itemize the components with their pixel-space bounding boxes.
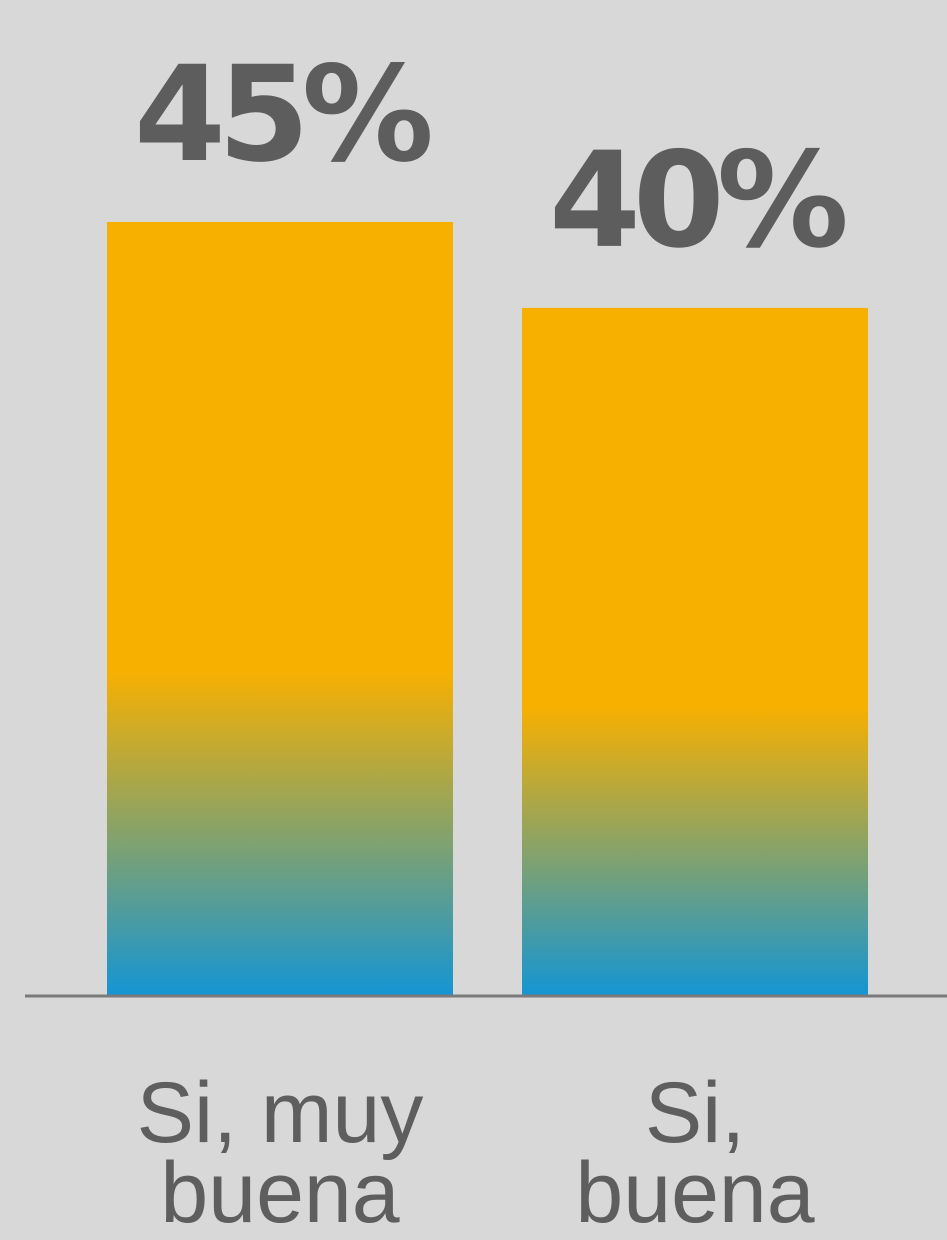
category-label-1-line-1: buena bbox=[575, 1145, 814, 1240]
category-label-0-line-0: Si, muy bbox=[137, 1065, 424, 1161]
value-label-1: 40% bbox=[549, 124, 846, 278]
bar-0 bbox=[107, 222, 453, 995]
category-label-1-line-0: Si, bbox=[645, 1065, 745, 1161]
value-label-0: 45% bbox=[134, 38, 431, 192]
category-label-0-line-1: buena bbox=[160, 1145, 399, 1240]
bar-1 bbox=[522, 307, 868, 995]
